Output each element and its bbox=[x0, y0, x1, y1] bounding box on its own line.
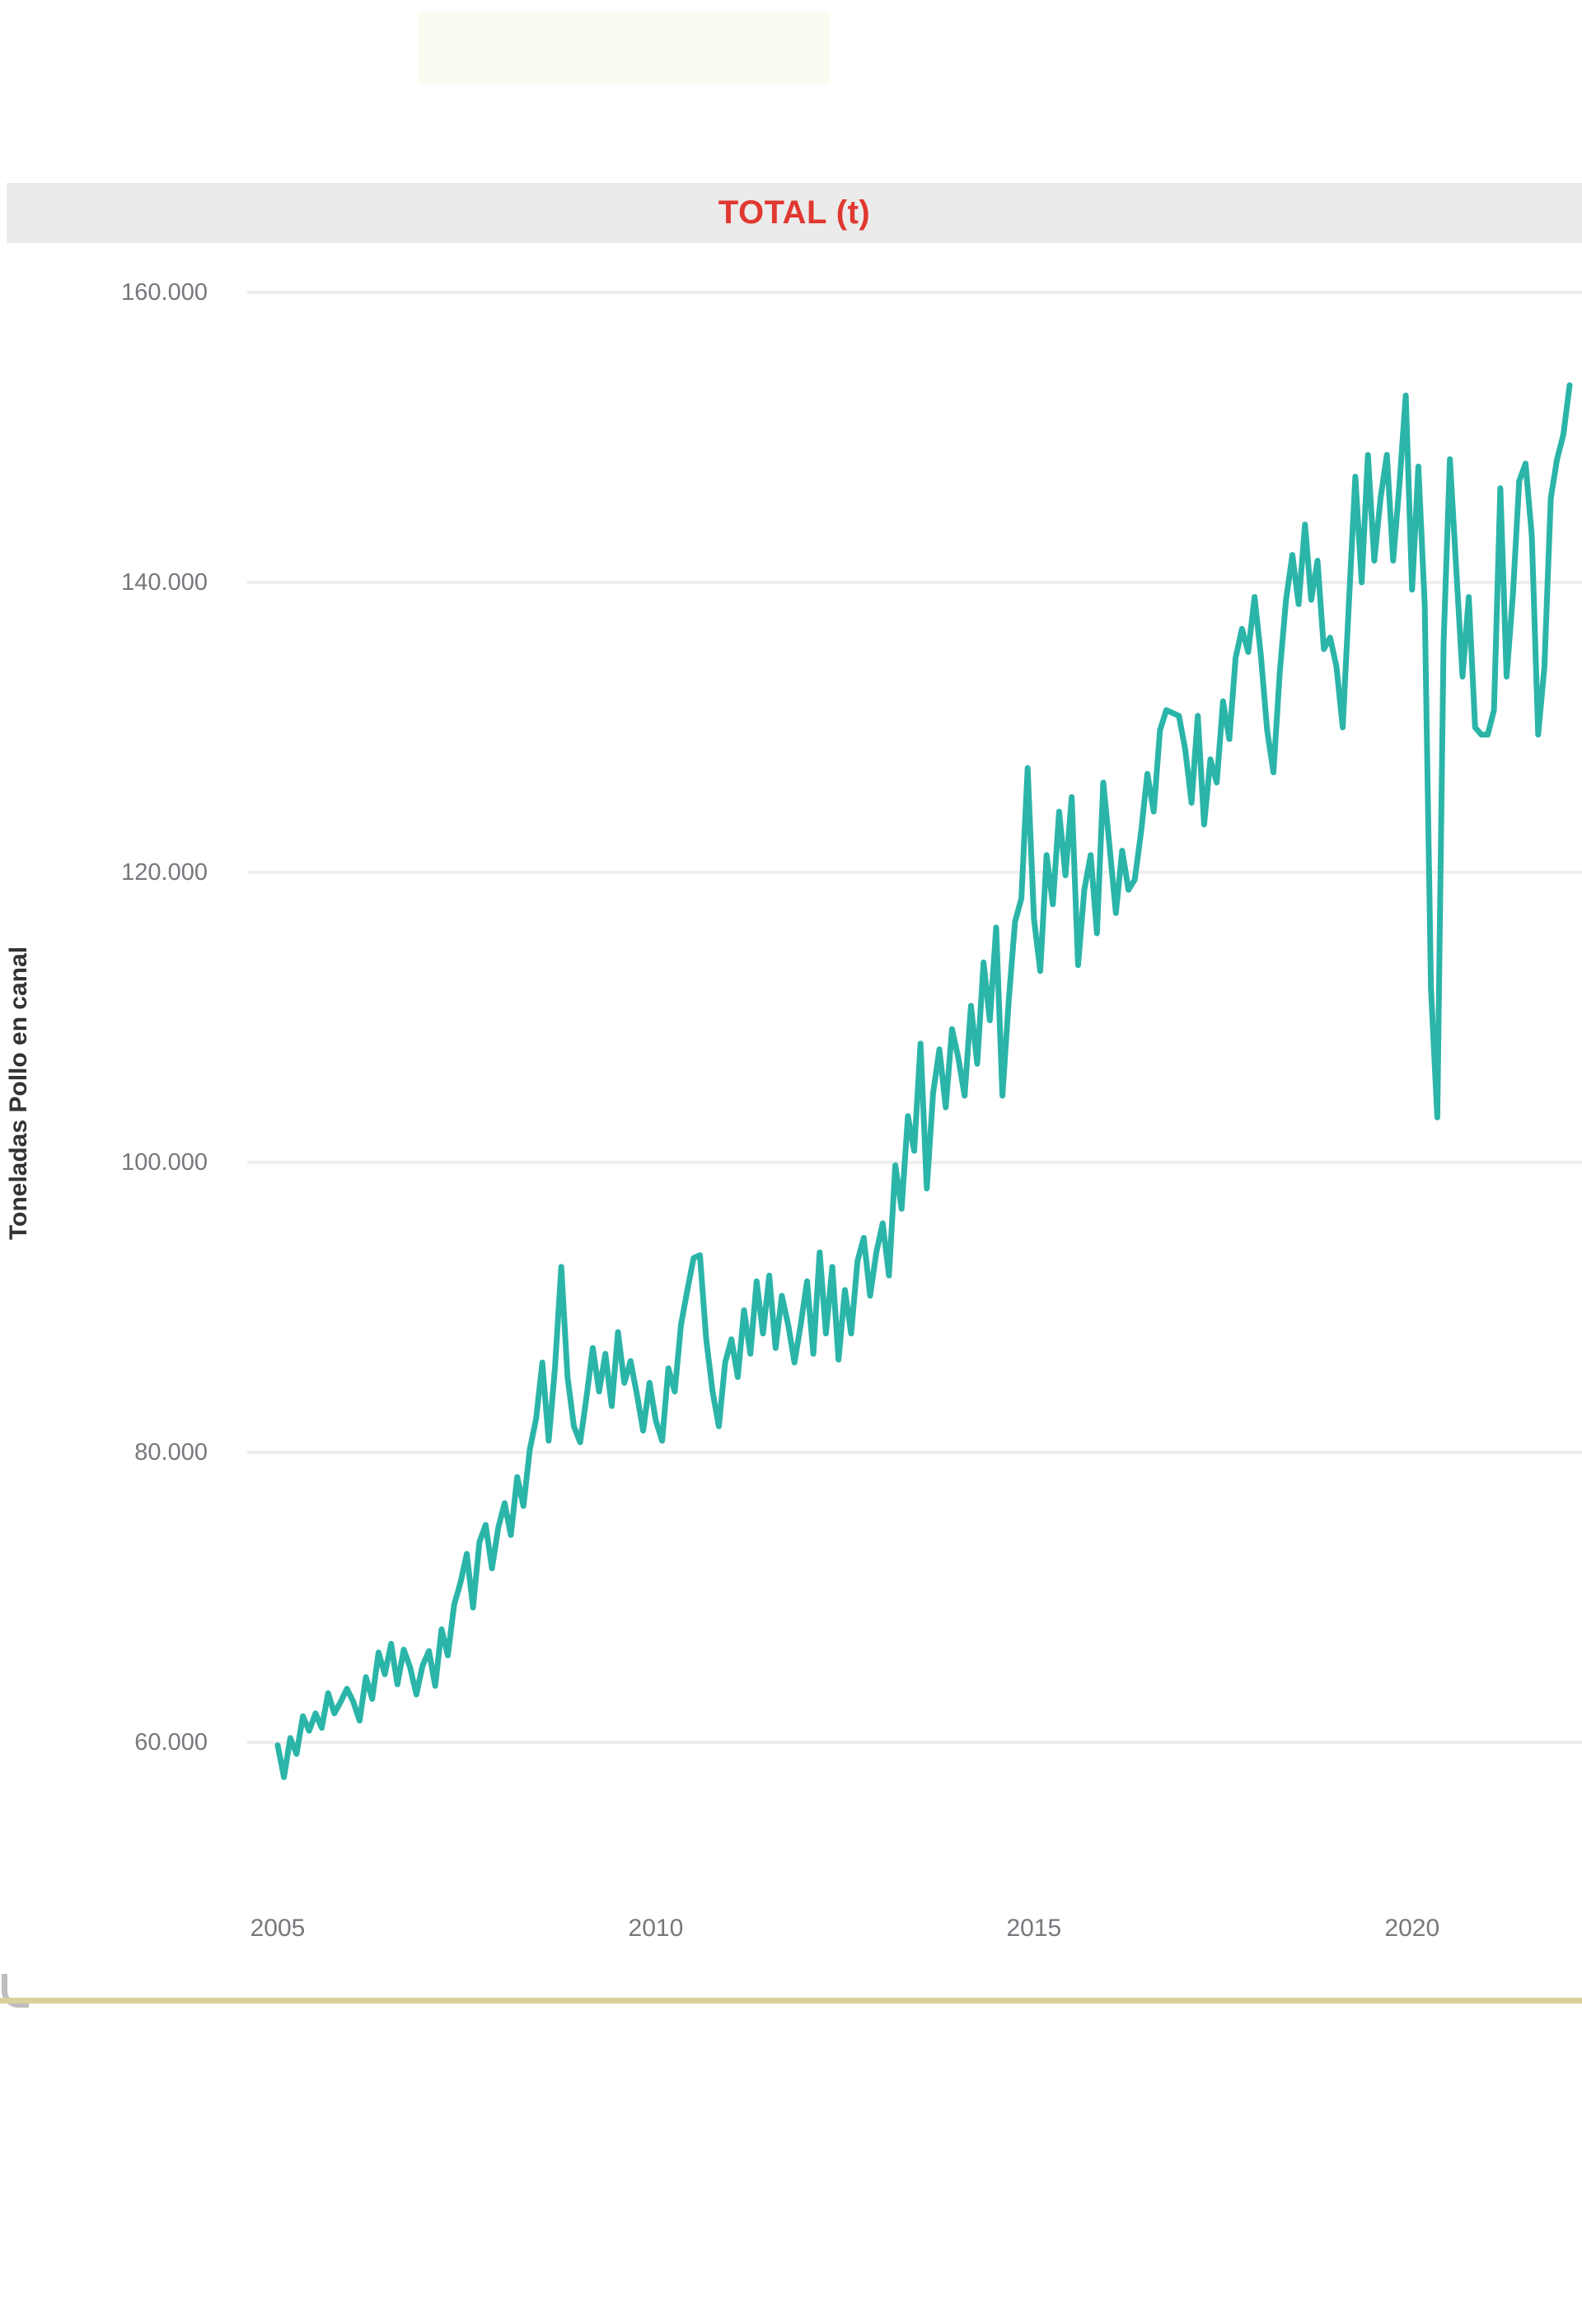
x-tick-label-2020: 2020 bbox=[1384, 1915, 1440, 1942]
faded-slicer-box bbox=[418, 12, 830, 85]
card-corner-decoration bbox=[2, 1974, 29, 2008]
y-tick-label-60.000: 60.000 bbox=[134, 1729, 208, 1756]
x-tick-label-2015: 2015 bbox=[1006, 1915, 1062, 1942]
card-bottom-border bbox=[0, 1998, 1582, 2004]
y-tick-label-80.000: 80.000 bbox=[134, 1439, 208, 1466]
y-tick-label-160.000: 160.000 bbox=[121, 279, 208, 306]
y-axis-title: Toneladas Pollo en canal bbox=[5, 946, 32, 1241]
y-tick-label-120.000: 120.000 bbox=[121, 859, 208, 886]
y-tick-label-140.000: 140.000 bbox=[121, 569, 208, 596]
x-tick-label-2010: 2010 bbox=[628, 1915, 684, 1942]
chart-title: TOTAL (t) bbox=[718, 194, 871, 231]
x-tick-label-2005: 2005 bbox=[250, 1915, 306, 1942]
total-tonnes-line-series[interactable] bbox=[274, 382, 1573, 1780]
chart-title-band: TOTAL (t) bbox=[7, 183, 1582, 243]
y-tick-label-100.000: 100.000 bbox=[121, 1149, 208, 1176]
